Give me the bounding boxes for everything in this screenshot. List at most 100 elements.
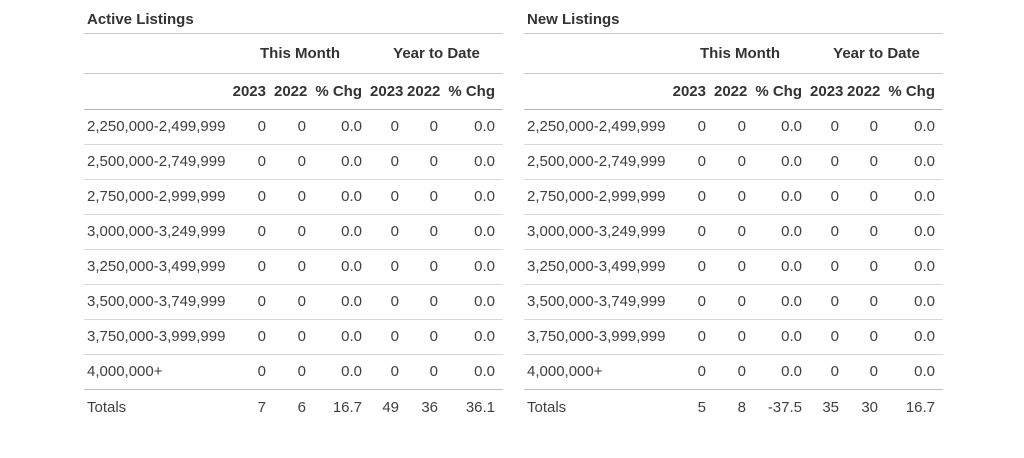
row-value: 0 — [274, 179, 314, 215]
column-header-spacer — [524, 73, 670, 110]
row-value: 0.0 — [754, 109, 811, 145]
table-body: 2,250,000-2,499,999 0 0 0.0 0 0 0.0 2,500,000-2… — [524, 109, 944, 390]
row-value: 0 — [370, 319, 408, 355]
totals-label: Totals — [527, 398, 567, 416]
row-value: 0 — [714, 249, 754, 285]
row-value: 0.0 — [754, 179, 811, 215]
row-value: 0 — [847, 354, 887, 390]
row-value: 0.0 — [886, 354, 944, 390]
table-row: 3,250,000-3,499,999 0 0 0.0 0 0 0.0 — [524, 249, 944, 285]
column-header: 2023 — [670, 73, 714, 110]
table-active-listings: Active Listings This Month Year to Date 2… — [84, 10, 504, 425]
row-value: 0 — [714, 144, 754, 180]
table-row: 3,000,000-3,249,999 0 0 0.0 0 0 0.0 — [524, 214, 944, 250]
row-value: 0 — [230, 214, 274, 250]
row-value: 0.0 — [754, 319, 811, 355]
row-value: 0 — [810, 249, 848, 285]
row-value: 0 — [230, 354, 274, 390]
row-value: 0.0 — [314, 109, 371, 145]
totals-value: 16.7 — [905, 398, 936, 416]
row-value: 0 — [370, 249, 408, 285]
row-label: 3,000,000-3,249,999 — [84, 214, 230, 250]
row-value: 0.0 — [446, 249, 504, 285]
row-value: 0 — [670, 179, 714, 215]
row-label: 2,250,000-2,499,999 — [84, 109, 230, 145]
row-label: 3,250,000-3,499,999 — [84, 249, 230, 285]
row-value: 0 — [810, 284, 848, 320]
totals-row: Totals 5 8 -37.5 35 30 16.7 — [524, 389, 943, 425]
totals-value: 7 — [257, 398, 266, 416]
row-value: 0 — [274, 249, 314, 285]
totals-value: 36.1 — [465, 398, 496, 416]
table-row: 4,000,000+ 0 0 0.0 0 0 0.0 — [84, 354, 504, 390]
column-header: 2023 — [230, 73, 274, 110]
table-row: 2,500,000-2,749,999 0 0 0.0 0 0 0.0 — [524, 144, 944, 180]
row-value: 0 — [370, 354, 408, 390]
row-value: 0 — [670, 319, 714, 355]
row-value: 0 — [274, 284, 314, 320]
row-label: 3,500,000-3,749,999 — [84, 284, 230, 320]
group-header-spacer — [524, 34, 670, 74]
row-value: 0 — [670, 109, 714, 145]
group-header-row: This Month Year to Date — [84, 34, 504, 74]
row-value: 0.0 — [754, 214, 811, 250]
row-label: 3,000,000-3,249,999 — [524, 214, 670, 250]
row-label: 4,000,000+ — [524, 354, 670, 390]
row-value: 0 — [370, 214, 408, 250]
row-value: 0.0 — [314, 144, 371, 180]
column-header-row: 2023 2022% Chg 2023 2022% Chg — [84, 73, 504, 110]
row-label: 2,750,000-2,999,999 — [524, 179, 670, 215]
row-value: 0.0 — [446, 319, 504, 355]
table-foot: Totals 5 8 -37.5 35 30 16.7 — [524, 389, 943, 425]
row-value: 0.0 — [886, 319, 944, 355]
row-value: 0 — [810, 109, 848, 145]
row-value: 0 — [407, 249, 447, 285]
row-value: 0.0 — [314, 214, 371, 250]
column-header: 2022 — [407, 73, 447, 110]
row-label: 4,000,000+ — [84, 354, 230, 390]
row-value: 0 — [847, 284, 887, 320]
row-value: 0 — [370, 144, 408, 180]
table-body: 2,250,000-2,499,999 0 0 0.0 0 0 0.0 2,500,000-2… — [84, 109, 504, 390]
row-value: 0.0 — [446, 354, 504, 390]
row-value: 0 — [370, 109, 408, 145]
row-value: 0.0 — [314, 284, 371, 320]
row-value: 0 — [847, 109, 887, 145]
row-value: 0 — [230, 284, 274, 320]
row-value: 0.0 — [886, 214, 944, 250]
row-value: 0.0 — [886, 179, 944, 215]
row-value: 0 — [407, 319, 447, 355]
row-value: 0.0 — [886, 284, 944, 320]
row-value: 0 — [230, 109, 274, 145]
totals-value: 36 — [421, 398, 439, 416]
row-value: 0 — [670, 284, 714, 320]
column-header: 2022 — [714, 73, 754, 110]
column-header: % Chg — [446, 73, 504, 110]
row-value: 0 — [274, 354, 314, 390]
row-value: 0 — [407, 354, 447, 390]
table-row: 3,500,000-3,749,999 0 0 0.0 0 0 0.0 — [524, 284, 944, 320]
row-value: 0 — [370, 179, 408, 215]
column-header: % Chg — [314, 73, 371, 110]
table-row: 3,000,000-3,249,999 0 0 0.0 0 0 0.0 — [84, 214, 504, 250]
row-value: 0 — [847, 144, 887, 180]
row-value: 0.0 — [886, 144, 944, 180]
column-header: 2022 — [274, 73, 314, 110]
table-head: This Month Year to Date 2023 2022% Chg 2023… — [84, 34, 504, 110]
table-row: 3,750,000-3,999,999 0 0 0.0 0 0 0.0 — [84, 319, 504, 355]
row-value: 0 — [274, 214, 314, 250]
row-value: 0 — [714, 109, 754, 145]
row-value: 0 — [274, 319, 314, 355]
row-value: 0 — [407, 214, 447, 250]
table-foot: Totals 7 6 16.7 49 36 36.1 — [84, 389, 503, 425]
column-header: 2023 — [370, 73, 408, 110]
row-label: 3,750,000-3,999,999 — [524, 319, 670, 355]
row-value: 0 — [230, 319, 274, 355]
row-value: 0 — [714, 354, 754, 390]
table-row: 3,500,000-3,749,999 0 0 0.0 0 0 0.0 — [84, 284, 504, 320]
column-header-spacer — [84, 73, 230, 110]
stats-table: This Month Year to Date 2023 2022% Chg 2023… — [84, 34, 504, 425]
row-label: 3,750,000-3,999,999 — [84, 319, 230, 355]
column-header-row: 2023 2022% Chg 2023 2022% Chg — [524, 73, 944, 110]
row-label: 2,250,000-2,499,999 — [524, 109, 670, 145]
